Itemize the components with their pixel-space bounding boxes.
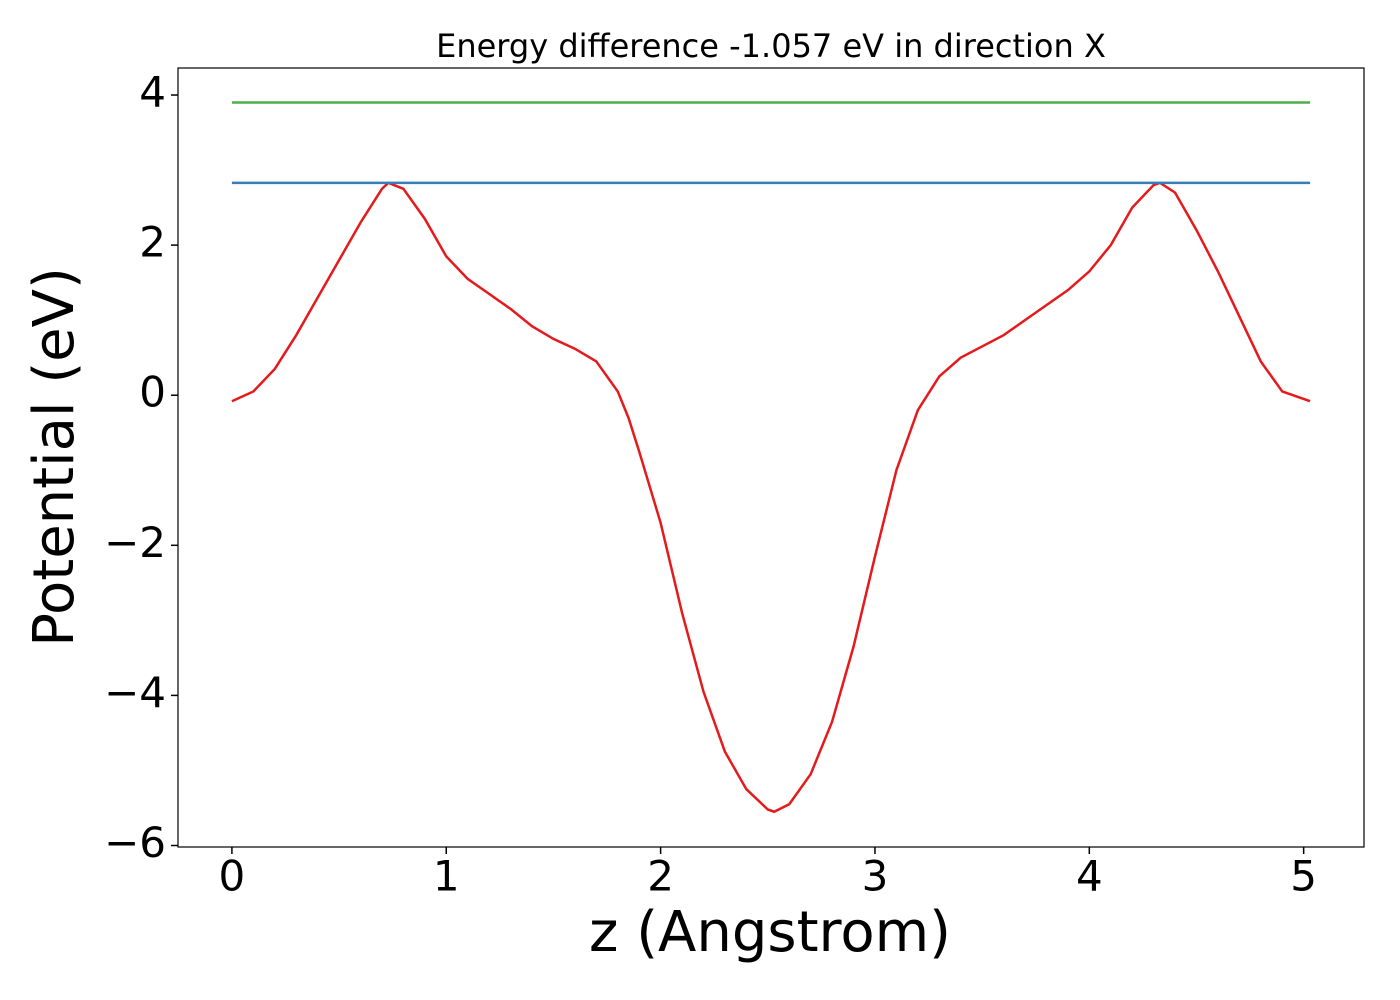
y-tick-label: 0 bbox=[139, 368, 166, 417]
y-tick-label: −6 bbox=[104, 818, 166, 867]
data-line bbox=[231, 181, 1311, 814]
x-tick-label: 5 bbox=[1290, 852, 1317, 901]
x-tick-label: 2 bbox=[647, 852, 674, 901]
x-tick-label: 4 bbox=[1076, 852, 1103, 901]
x-tick-label: 1 bbox=[433, 852, 460, 901]
x-tick-label: 3 bbox=[862, 852, 889, 901]
y-tick-label: 4 bbox=[139, 68, 166, 117]
x-tick-label: 0 bbox=[219, 852, 246, 901]
plot-frame bbox=[177, 67, 1365, 848]
x-axis-label: z (Angstrom) bbox=[589, 900, 951, 965]
y-tick-label: −4 bbox=[104, 668, 166, 717]
chart-title: Energy difference -1.057 eV in direction… bbox=[436, 27, 1106, 65]
y-tick-label: −2 bbox=[104, 518, 166, 567]
y-tick-label: 2 bbox=[139, 218, 166, 267]
y-axis-label: Potential (eV) bbox=[22, 267, 87, 647]
